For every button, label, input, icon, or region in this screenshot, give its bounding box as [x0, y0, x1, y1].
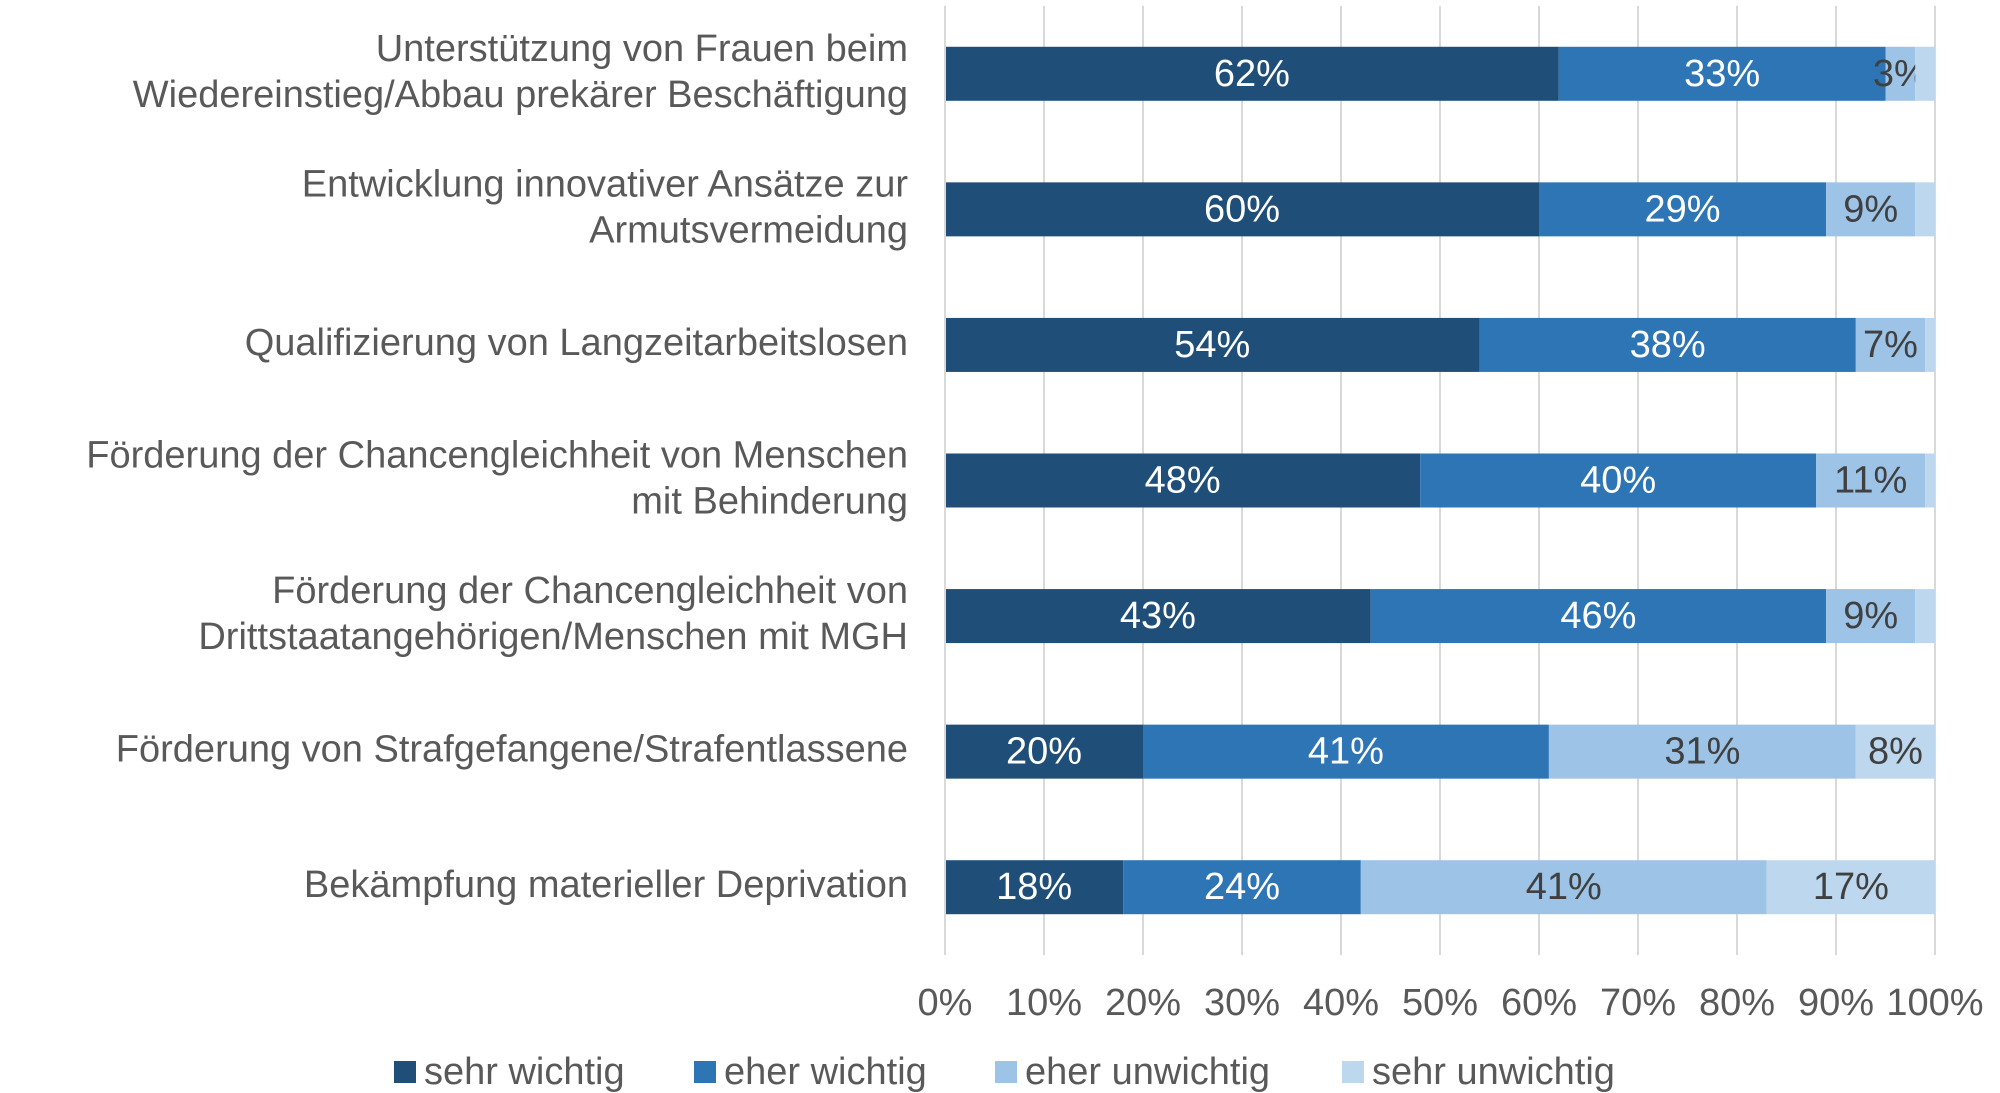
x-tick-label: 30% — [1204, 982, 1280, 1024]
bar-segment — [1855, 724, 1935, 779]
legend-swatch — [995, 1061, 1017, 1083]
bar-segment — [1826, 589, 1916, 644]
category-label: Qualifizierung von Langzeitarbeitslosen — [245, 322, 908, 364]
legend-swatch — [1342, 1061, 1364, 1083]
bar-segment — [1360, 860, 1767, 915]
legend-swatch — [694, 1061, 716, 1083]
legend-label: sehr wichtig — [424, 1051, 625, 1093]
data-label: 41% — [1308, 731, 1384, 773]
bar-segment — [1915, 182, 1935, 237]
bar-segment — [1766, 860, 1935, 915]
category-label: mit Behinderung — [631, 481, 908, 523]
data-label: 18% — [996, 866, 1072, 908]
x-tick-label: 0% — [918, 982, 973, 1024]
data-label: 33% — [1684, 53, 1760, 95]
bar-segment — [945, 724, 1143, 779]
data-label: 48% — [1145, 460, 1221, 502]
x-tick-label: 60% — [1501, 982, 1577, 1024]
data-label: 20% — [1006, 731, 1082, 773]
bar-segment — [1855, 317, 1926, 372]
bar-segment — [1925, 317, 1935, 372]
bar-segment — [1539, 182, 1827, 237]
bar-segment — [945, 860, 1124, 915]
bar-segment — [945, 589, 1371, 644]
data-label: 43% — [1120, 595, 1196, 637]
data-label: 9% — [1843, 595, 1898, 637]
x-tick-label: 10% — [1006, 982, 1082, 1024]
x-tick-label: 40% — [1303, 982, 1379, 1024]
data-label: 40% — [1580, 460, 1656, 502]
data-label: 24% — [1204, 866, 1280, 908]
bar-segment — [1816, 453, 1926, 508]
category-label: Unterstützung von Frauen beim — [376, 28, 908, 70]
category-label: Förderung der Chancengleichheit von Mens… — [86, 435, 908, 477]
legend-label: eher unwichtig — [1025, 1051, 1270, 1093]
data-label: 62% — [1214, 53, 1290, 95]
bar-segment — [1370, 589, 1827, 644]
bar-segment — [1885, 46, 1916, 101]
bar-segment — [1915, 46, 1935, 101]
x-tick-label: 90% — [1798, 982, 1874, 1024]
bar-segment — [1548, 724, 1856, 779]
data-label: 54% — [1174, 324, 1250, 366]
bar-segment — [1826, 182, 1916, 237]
bar-segment — [1479, 317, 1856, 372]
legend-swatch — [394, 1061, 416, 1083]
bar-segment — [945, 182, 1539, 237]
bar-segment — [1925, 453, 1935, 508]
data-label: 17% — [1813, 866, 1889, 908]
x-tick-label: 50% — [1402, 982, 1478, 1024]
x-tick-label: 80% — [1699, 982, 1775, 1024]
x-tick-label: 70% — [1600, 982, 1676, 1024]
data-label: 7% — [1863, 324, 1918, 366]
data-label: 11% — [1834, 460, 1907, 502]
data-label: 60% — [1204, 188, 1280, 230]
bar-segment — [945, 453, 1421, 508]
legend-label: sehr unwichtig — [1372, 1051, 1615, 1093]
bar-segment — [1143, 724, 1549, 779]
bar-segment — [1420, 453, 1817, 508]
category-label: Wiedereinstieg/Abbau prekärer Beschäftig… — [133, 74, 908, 116]
category-label: Förderung von Strafgefangene/Strafentlas… — [116, 729, 908, 771]
bar-segment — [1558, 46, 1886, 101]
data-label: 38% — [1630, 324, 1706, 366]
bar-segment — [1123, 860, 1361, 915]
x-tick-label: 20% — [1105, 982, 1181, 1024]
category-label: Entwicklung innovativer Ansätze zur — [302, 163, 909, 205]
bar-segment — [945, 317, 1480, 372]
category-label: Armutsvermeidung — [589, 209, 908, 251]
data-label: 46% — [1560, 595, 1636, 637]
data-label: 9% — [1843, 188, 1898, 230]
category-label: Bekämpfung materieller Deprivation — [304, 864, 908, 906]
data-label: 8% — [1868, 731, 1923, 773]
data-label: 31% — [1664, 731, 1740, 773]
data-label: 29% — [1645, 188, 1721, 230]
x-tick-label: 100% — [1886, 982, 1983, 1024]
bar-segment — [1915, 589, 1935, 644]
bar-segment — [945, 46, 1559, 101]
legend-label: eher wichtig — [724, 1051, 927, 1093]
category-label: Drittstaatangehörigen/Menschen mit MGH — [198, 616, 908, 658]
category-label: Förderung der Chancengleichheit von — [272, 570, 908, 612]
data-label: 41% — [1526, 866, 1602, 908]
